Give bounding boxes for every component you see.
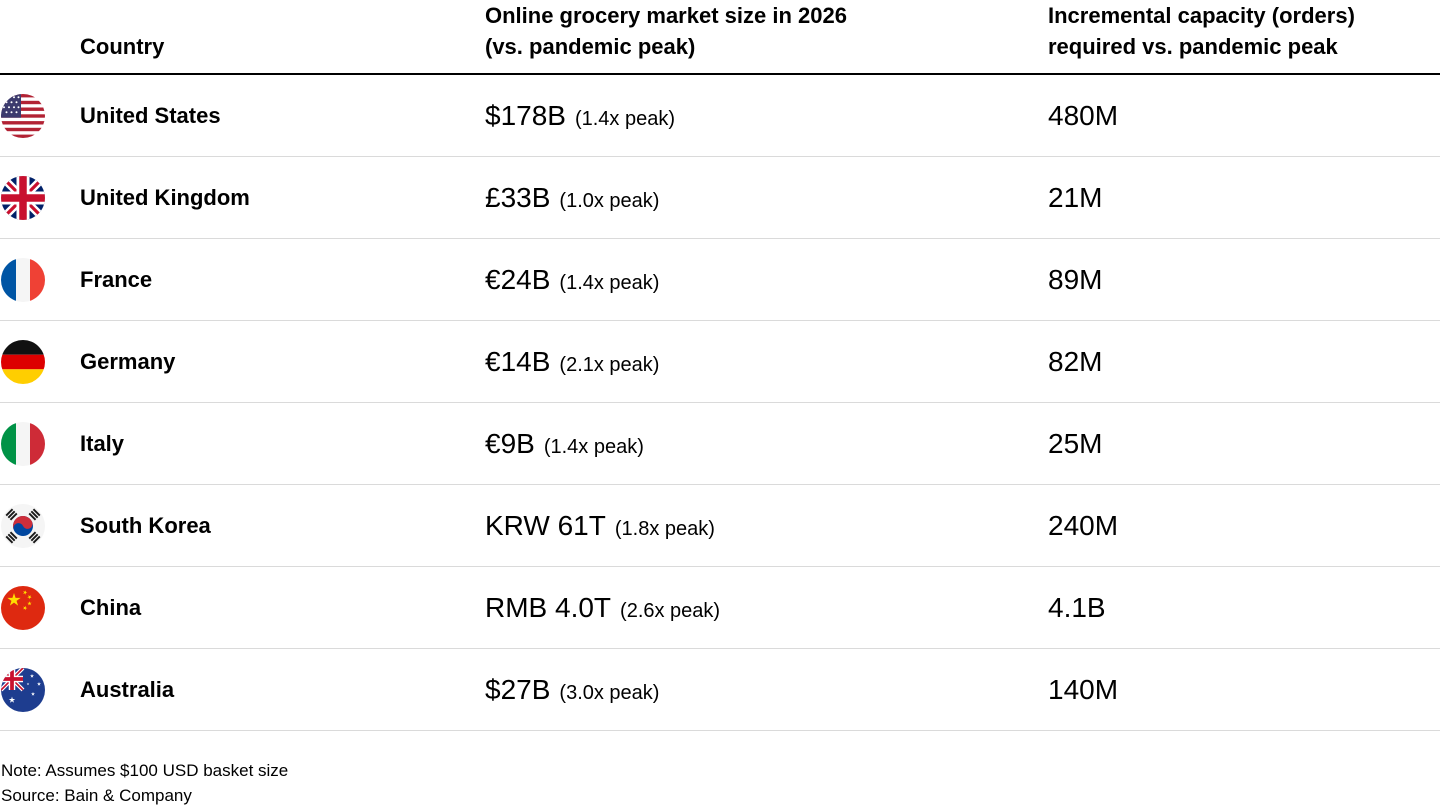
capacity-value: 21M (1048, 181, 1103, 213)
peak-multiplier: (2.6x peak) (620, 599, 721, 622)
peak-multiplier: (1.4x peak) (559, 271, 660, 294)
capacity-value: 82M (1048, 345, 1103, 377)
peak-multiplier: (2.1x peak) (559, 353, 660, 376)
table-row: United States $178B (1.4x peak) 480M (0, 75, 1440, 157)
country-name: United States (80, 102, 221, 128)
peak-multiplier: (1.4x peak) (574, 107, 676, 130)
peak-multiplier: (1.0x peak) (559, 189, 660, 212)
market-size-cell: KRW 61T (1.8x peak) (485, 510, 1048, 542)
column-header-market-size: Online grocery market size in 2026 (vs. … (485, 0, 1048, 62)
table-row: Italy €9B (1.4x peak) 25M (0, 403, 1440, 485)
column-header-market-size-line1: Online grocery market size in 2026 (485, 3, 847, 28)
market-size-cell: $178B (1.4x peak) (485, 100, 1048, 132)
column-header-capacity-line2: required vs. pandemic peak (1048, 34, 1338, 59)
country-name: South Korea (80, 512, 211, 538)
capacity-value: 240M (1048, 509, 1119, 541)
country-name: Germany (80, 348, 176, 374)
market-size-value: RMB 4.0T (485, 591, 612, 623)
flag-china-icon (0, 585, 80, 630)
market-size-cell: RMB 4.0T (2.6x peak) (485, 592, 1048, 624)
column-header-capacity-line1: Incremental capacity (orders) (1048, 3, 1355, 28)
market-size-value: £33B (485, 181, 551, 213)
market-size-value: €14B (485, 345, 551, 377)
market-size-cell: €9B (1.4x peak) (485, 428, 1048, 460)
flag-united-kingdom-icon (0, 175, 80, 220)
peak-multiplier: (1.4x peak) (543, 435, 644, 458)
capacity-value: 4.1B (1048, 591, 1106, 623)
column-header-capacity: Incremental capacity (orders) required v… (1048, 0, 1440, 62)
flag-france-icon (0, 257, 80, 302)
country-name: China (80, 594, 142, 620)
peak-multiplier: (1.8x peak) (614, 517, 715, 540)
market-size-cell: £33B (1.0x peak) (485, 182, 1048, 214)
flag-australia-icon (0, 667, 80, 712)
country-name: Italy (80, 430, 125, 456)
table-row: France €24B (1.4x peak) 89M (0, 239, 1440, 321)
market-size-value: $178B (485, 99, 566, 131)
capacity-value: 89M (1048, 263, 1103, 295)
flag-germany-icon (0, 339, 80, 384)
capacity-value: 140M (1048, 673, 1119, 705)
country-name: Australia (80, 676, 175, 702)
country-name: United Kingdom (80, 184, 250, 210)
flag-italy-icon (0, 421, 80, 466)
market-size-cell: €14B (2.1x peak) (485, 346, 1048, 378)
flag-united-states-icon (0, 93, 80, 138)
table-row: South Korea KRW 61T (1.8x peak) 240M (0, 485, 1440, 567)
peak-multiplier: (3.0x peak) (559, 681, 660, 704)
source-text: Source: Bain & Company (1, 786, 192, 805)
table-row: China RMB 4.0T (2.6x peak) 4.1B (0, 567, 1440, 649)
footnotes: Note: Assumes $100 USD basket size Sourc… (1, 758, 288, 808)
table-row: United Kingdom £33B (1.0x peak) 21M (0, 157, 1440, 239)
capacity-value: 25M (1048, 427, 1103, 459)
capacity-value: 480M (1048, 99, 1119, 131)
note-text: Note: Assumes $100 USD basket size (1, 761, 289, 780)
table-header-row: Country Online grocery market size in 20… (0, 0, 1440, 75)
country-name: France (80, 266, 153, 292)
table-row: Germany €14B (2.1x peak) 82M (0, 321, 1440, 403)
market-size-cell: $27B (3.0x peak) (485, 674, 1048, 706)
market-size-cell: €24B (1.4x peak) (485, 264, 1048, 296)
market-size-value: €9B (485, 427, 535, 459)
market-size-value: $27B (485, 673, 551, 705)
table-row: Australia $27B (3.0x peak) 140M (0, 649, 1440, 731)
column-header-country: Country (80, 34, 165, 59)
market-size-value: KRW 61T (485, 509, 606, 541)
market-size-value: €24B (485, 263, 551, 295)
column-header-market-size-line2: (vs. pandemic peak) (485, 34, 696, 59)
flag-south-korea-icon (0, 503, 80, 548)
